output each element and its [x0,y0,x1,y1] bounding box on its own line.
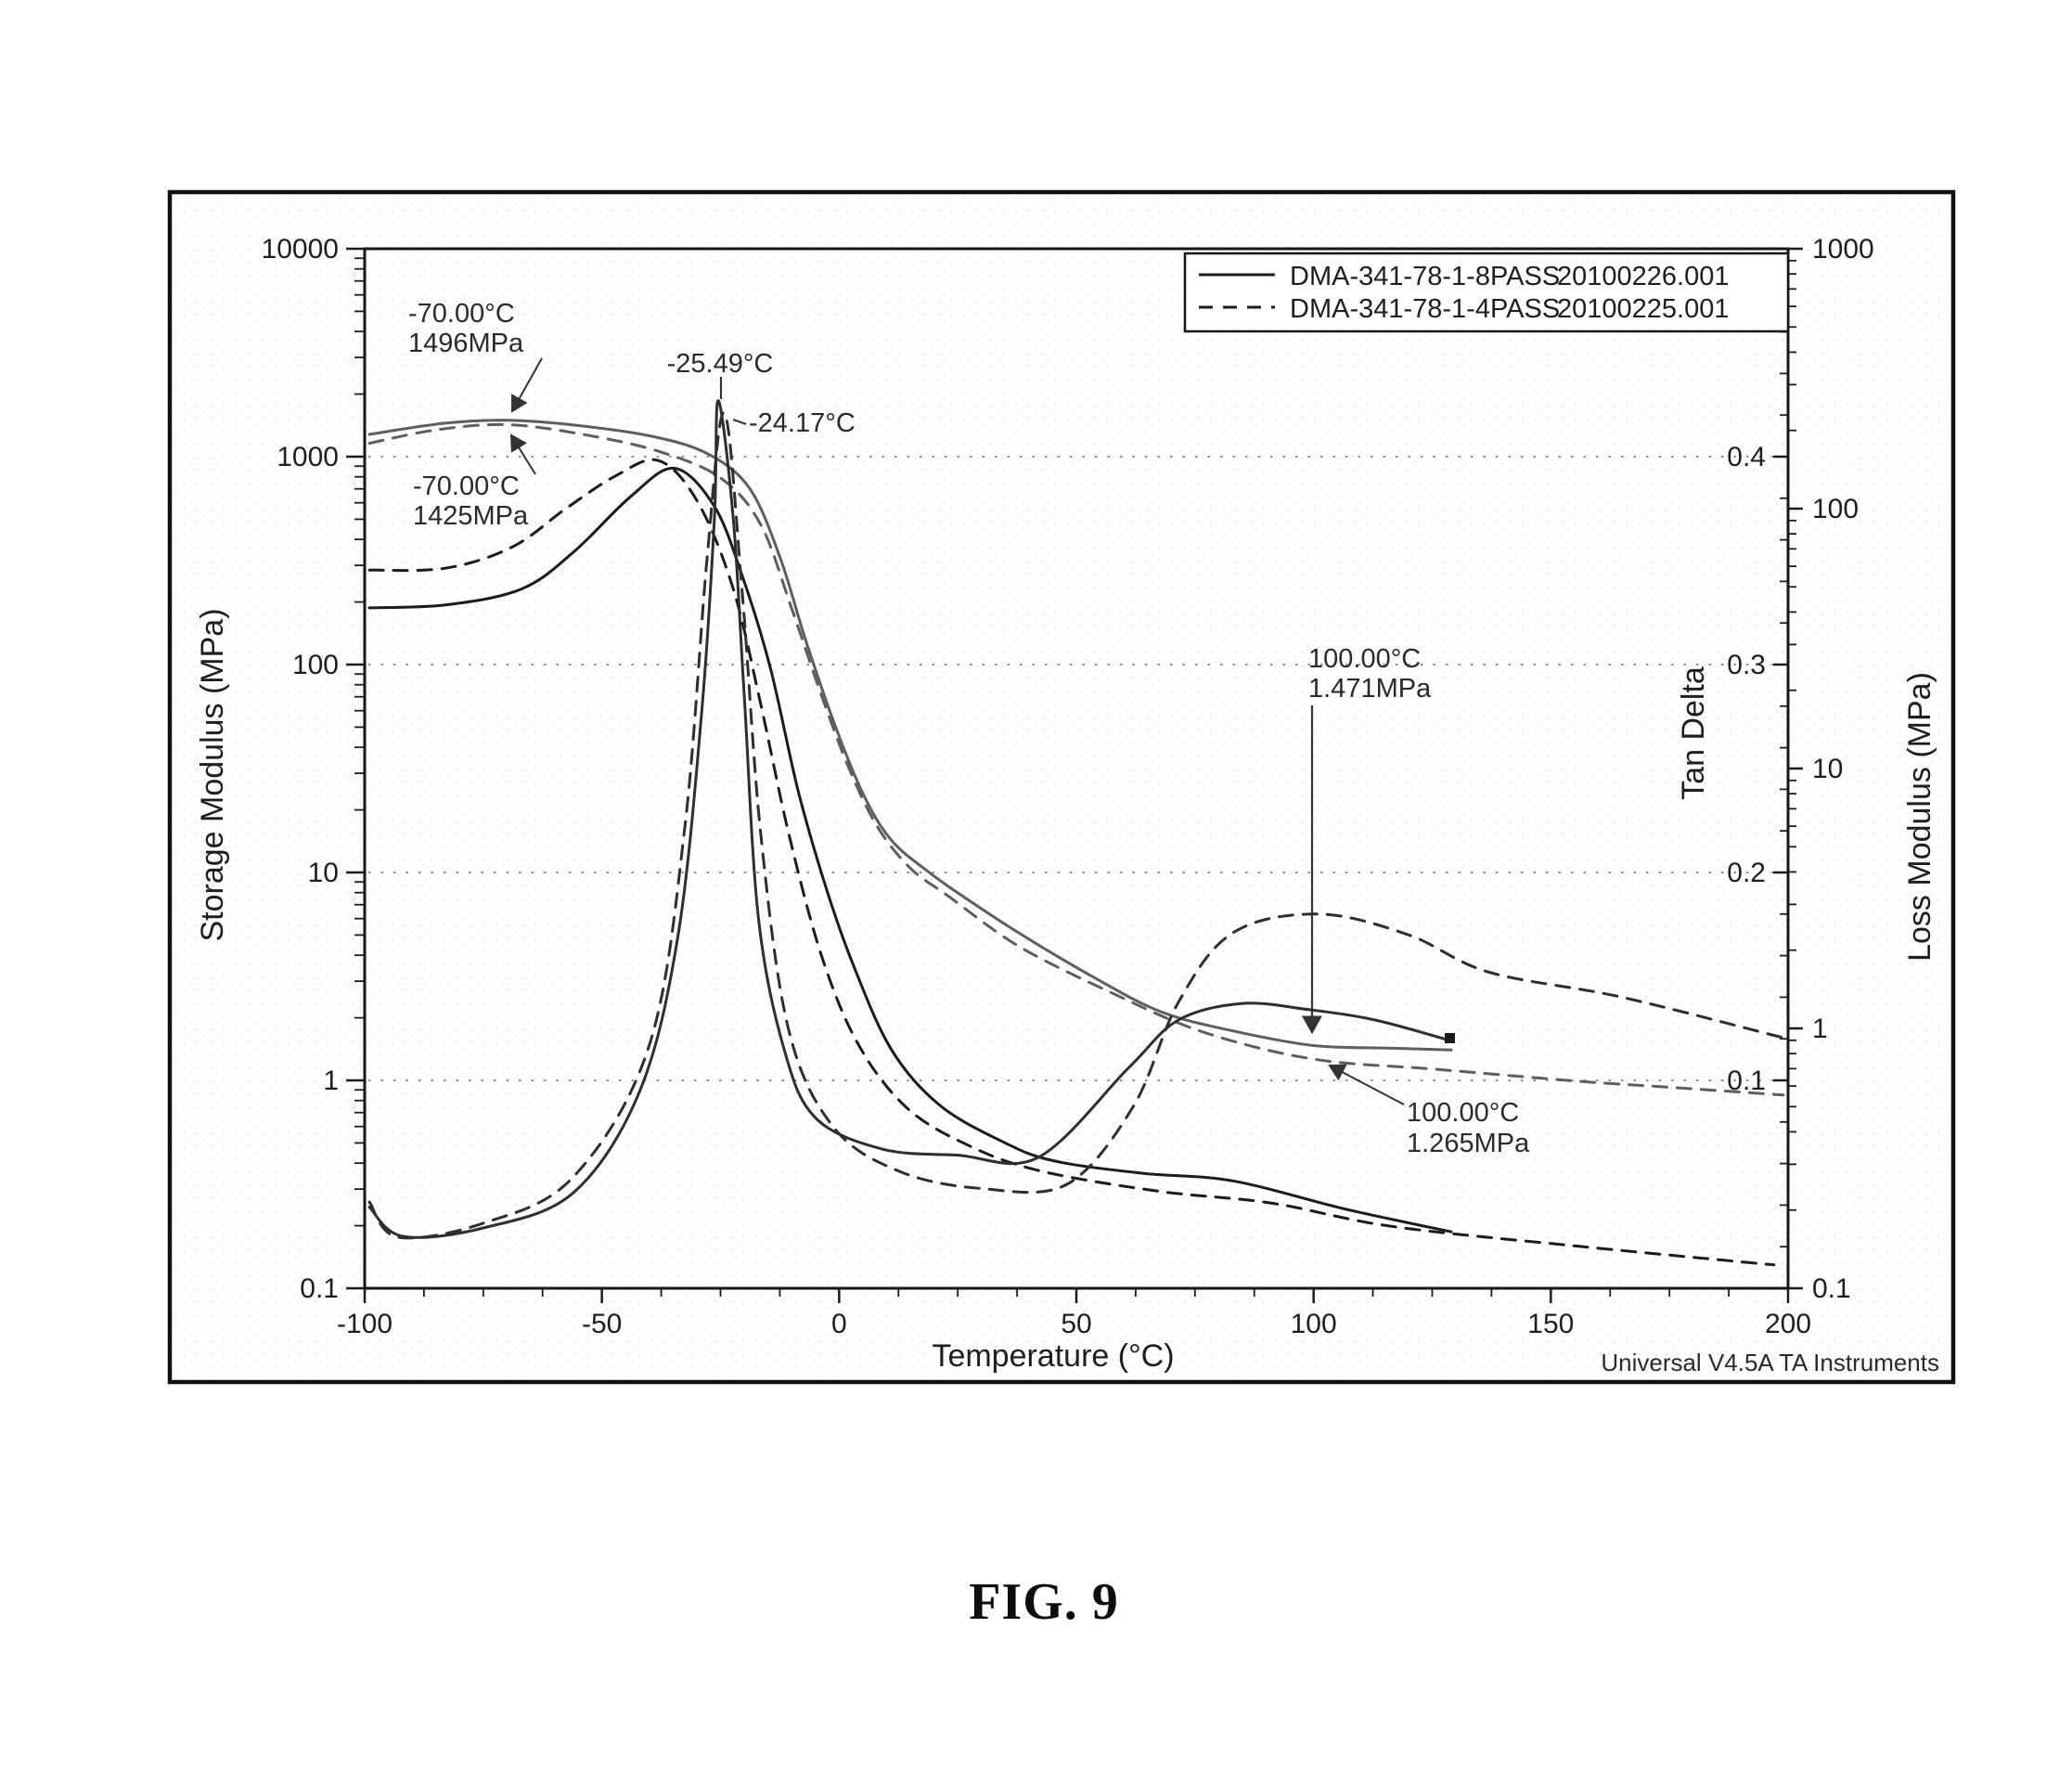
annotation-arrow [511,357,543,413]
annotation-arrow [509,433,536,475]
legend: DMA-341-78-1-8PASS 20100226.001 DMA-341-… [1183,252,1790,333]
storage-tick-label: 100 [292,650,339,680]
loss-tick-label: 10 [1812,754,1843,784]
storage-tick-label: 1 [323,1066,339,1096]
loss-tick-label: 0.1 [1812,1273,1851,1304]
storage-tick-label: 10000 [262,234,339,265]
storage-modulus-8pass-curve [367,419,1453,1052]
annotation-storage-solid-minus70: -70.00°C 1496MPa [408,299,543,413]
annotation-value-label: 1.471MPa [1308,674,1432,704]
annotation-temp-label: -25.49°C [667,349,774,379]
annotation-value-label: 1.265MPa [1407,1129,1530,1158]
figure-caption: FIG. 9 [969,1573,1119,1631]
annotation-tan-solid-peak: -25.49°C [667,349,774,399]
tan-delta-axis-title: Tan Delta [1676,666,1711,800]
annotation-leader [732,419,747,425]
storage-modulus-4pass-curve [367,422,1785,1097]
legend-entry-2-file: 20100225.001 [1557,294,1729,324]
loss-axis-title: Loss Modulus (MPa) [1902,672,1937,962]
halftone-texture [173,195,1950,1379]
storage-tick-label: 0.1 [300,1273,339,1304]
software-signature: Universal V4.5A TA Instruments [1601,1349,1939,1376]
legend-entry-2-label: DMA-341-78-1-4PASS [1290,294,1560,324]
annotation-value-label: 1425MPa [413,501,529,531]
storage-tick-label: 10 [308,858,339,888]
annotation-value-label: 1496MPa [408,329,524,358]
storage-tick-label: 1000 [277,442,339,472]
x-tick-label: 50 [1061,1309,1091,1339]
tan-delta-tick-label: 0.2 [1727,858,1766,888]
x-tick-label: -50 [582,1309,622,1339]
x-tick-label: 100 [1291,1309,1337,1339]
annotation-arrow [1328,1064,1405,1105]
annotation-temp-label: 100.00°C [1407,1098,1519,1128]
annotation-temp-label: -24.17°C [749,408,856,438]
axis-ticks [346,247,1803,1303]
annotation-storage-dashed-minus70: -70.00°C 1425MPa [413,433,536,531]
annotation-storage-solid-100: 100.00°C 1.471MPa [1302,644,1432,1035]
annotation-temp-label: 100.00°C [1308,644,1421,674]
legend-box [1183,252,1790,333]
loss-modulus-8pass-curve [367,466,1453,1234]
data-curves [367,399,1785,1267]
x-tick-label: -100 [337,1309,393,1339]
loss-tick-label: 100 [1812,494,1859,524]
x-tick-label: 0 [831,1309,847,1339]
loss-modulus-4pass-curve [367,458,1776,1267]
annotation-temp-label: -70.00°C [408,299,515,329]
storage-axis-title: Storage Modulus (MPa) [195,608,230,941]
tan-delta-tick-label: 0.4 [1727,442,1766,472]
loss-tick-label: 1000 [1812,234,1874,265]
solid-curve-end-marker [1445,1033,1455,1043]
tan-delta-8pass-curve [367,399,1453,1239]
axis-tick-labels: -100 -50 0 50 100 150 200 10000 1000 100 10 1 0.1 0.4… [262,234,1874,1339]
x-tick-label: 200 [1765,1309,1811,1339]
tan-delta-tick-label: 0.3 [1727,650,1766,680]
annotation-temp-label: -70.00°C [413,472,520,501]
annotation-storage-dashed-100: 100.00°C 1.265MPa [1328,1064,1530,1158]
legend-entry-1-file: 20100226.001 [1557,262,1729,291]
loss-tick-label: 1 [1812,1014,1828,1044]
tan-delta-4pass-curve [367,411,1785,1240]
x-tick-label: 150 [1527,1309,1574,1339]
x-axis-title: Temperature (°C) [932,1338,1174,1374]
legend-entry-1-label: DMA-341-78-1-8PASS [1290,262,1560,291]
annotation-tan-dashed-peak: -24.17°C [732,408,856,438]
